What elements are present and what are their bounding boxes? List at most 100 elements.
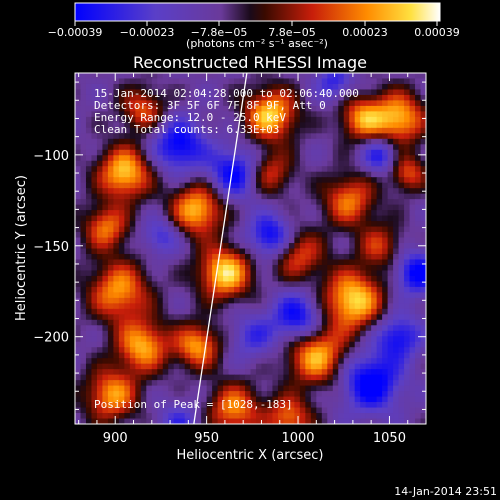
heatmap-cell xyxy=(85,73,93,80)
heatmap-cell xyxy=(135,127,142,134)
heatmap-cell xyxy=(332,138,339,145)
heatmap-cell xyxy=(118,391,125,398)
heatmap-cell xyxy=(179,73,186,80)
heatmap-cell xyxy=(387,204,394,211)
heatmap-cell xyxy=(151,270,158,277)
heatmap-cell xyxy=(212,127,219,134)
heatmap-cell xyxy=(228,237,235,244)
heatmap-cell xyxy=(332,413,339,420)
heatmap-cell xyxy=(332,292,339,299)
heatmap-cell xyxy=(343,253,350,261)
heatmap-cell xyxy=(206,160,213,167)
heatmap-cell xyxy=(234,248,241,255)
heatmap-cell xyxy=(157,89,164,96)
heatmap-cell xyxy=(162,226,169,233)
heatmap-cell xyxy=(217,380,224,387)
heatmap-cell xyxy=(157,138,164,145)
heatmap-cell xyxy=(294,138,301,145)
heatmap-cell xyxy=(332,160,339,167)
heatmap-cell xyxy=(85,232,93,239)
heatmap-cell xyxy=(321,193,328,200)
heatmap-cell xyxy=(327,352,334,359)
heatmap-cell xyxy=(102,78,109,85)
heatmap-cell xyxy=(124,270,131,277)
heatmap-cell xyxy=(398,413,405,420)
heatmap-cell xyxy=(223,78,230,85)
heatmap-cell xyxy=(398,385,405,392)
heatmap-cell xyxy=(272,303,279,310)
heatmap-cell xyxy=(75,215,82,222)
heatmap-cell xyxy=(365,144,372,151)
heatmap-cell xyxy=(321,232,328,239)
heatmap-cell xyxy=(420,374,426,381)
heatmap-cell xyxy=(266,374,274,381)
heatmap-cell xyxy=(305,166,312,173)
heatmap-cell xyxy=(113,418,120,424)
heatmap-cell xyxy=(184,363,191,370)
heatmap-cell xyxy=(310,259,317,266)
heatmap-cell xyxy=(294,105,301,112)
heatmap-cell xyxy=(255,116,263,123)
heatmap-cell xyxy=(135,232,142,239)
heatmap-cell xyxy=(250,199,257,206)
heatmap-cell xyxy=(212,171,219,178)
heatmap-cell xyxy=(365,396,372,403)
heatmap-cell xyxy=(305,199,312,206)
heatmap-cell xyxy=(338,105,345,112)
heatmap-cell xyxy=(420,385,426,392)
heatmap-cell xyxy=(343,352,350,359)
heatmap-cell xyxy=(124,385,131,392)
heatmap-cell xyxy=(354,105,361,112)
heatmap-cell xyxy=(409,226,416,233)
heatmap-cell xyxy=(206,94,213,102)
heatmap-cell xyxy=(173,78,180,85)
heatmap-cell xyxy=(365,116,372,123)
heatmap-cell xyxy=(288,188,295,195)
heatmap-cell xyxy=(173,347,180,354)
heatmap-cell xyxy=(85,166,93,173)
heatmap-cell xyxy=(288,182,295,189)
heatmap-cell xyxy=(223,407,230,414)
heatmap-cell xyxy=(250,336,257,343)
heatmap-cell xyxy=(310,308,317,315)
heatmap-cell xyxy=(245,89,252,96)
heatmap-cell xyxy=(294,319,301,326)
heatmap-cell xyxy=(157,182,164,189)
heatmap-cell xyxy=(327,193,334,200)
heatmap-cell xyxy=(217,418,224,424)
heatmap-cell xyxy=(299,253,306,261)
heatmap-cell xyxy=(338,314,345,321)
heatmap-cell xyxy=(96,89,104,96)
heatmap-cell xyxy=(223,358,230,365)
heatmap-cell xyxy=(168,73,175,80)
heatmap-cell xyxy=(255,243,263,250)
heatmap-cell xyxy=(179,89,186,96)
heatmap-cell xyxy=(365,325,372,332)
heatmap-cell xyxy=(288,264,295,272)
heatmap-cell xyxy=(206,303,213,310)
heatmap-cell xyxy=(398,281,405,288)
heatmap-cell xyxy=(343,330,350,337)
heatmap-cell xyxy=(376,111,383,118)
heatmap-cell xyxy=(310,418,317,424)
heatmap-cell xyxy=(283,144,290,151)
heatmap-cell xyxy=(96,363,104,370)
heatmap-cell xyxy=(75,413,82,420)
heatmap-cell xyxy=(288,73,295,80)
heatmap-cell xyxy=(173,127,180,134)
heatmap-cell xyxy=(157,407,164,414)
heatmap-cell xyxy=(234,352,241,359)
heatmap-cell xyxy=(96,325,104,332)
heatmap-cell xyxy=(179,385,186,392)
heatmap-cell xyxy=(382,314,389,321)
heatmap-cell xyxy=(420,413,426,420)
heatmap-cell xyxy=(96,182,104,189)
heatmap-cell xyxy=(404,73,411,80)
heatmap-cell xyxy=(168,160,175,167)
heatmap-cell xyxy=(135,396,142,403)
colorbar-tick-label: 7.8e−05 xyxy=(268,26,315,39)
heatmap-cell xyxy=(404,78,411,85)
heatmap-cell xyxy=(250,286,257,293)
heatmap-cell xyxy=(75,418,82,424)
heatmap-cell xyxy=(91,215,98,222)
